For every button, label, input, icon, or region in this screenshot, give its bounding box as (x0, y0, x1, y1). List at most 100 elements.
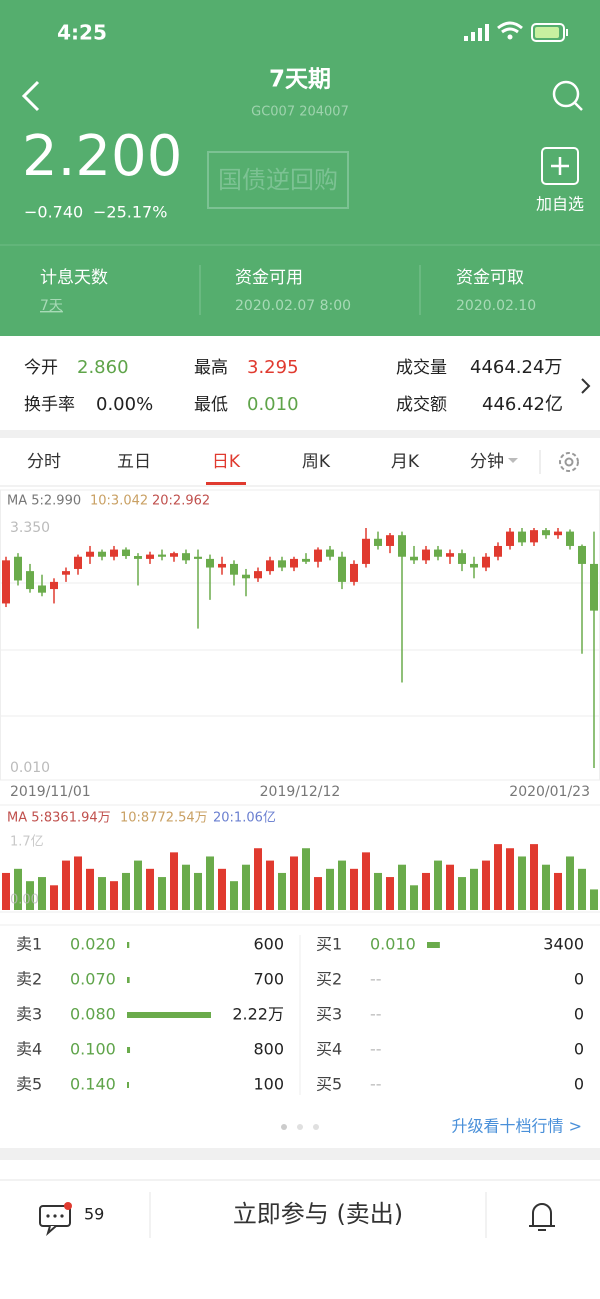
comment-button[interactable] (39, 1202, 72, 1236)
stat-value: 3.295 (247, 357, 299, 378)
stat-label: 最低 (194, 395, 228, 415)
tab[interactable]: 日K (212, 452, 241, 472)
tab[interactable]: 月K (391, 452, 420, 472)
volume-bar (122, 872, 130, 910)
candle-body (554, 531, 562, 536)
volume-bar (470, 868, 478, 910)
settings-button[interactable] (559, 452, 579, 472)
candle-body (146, 554, 154, 559)
candle-body (254, 571, 262, 579)
volume-bar (254, 848, 262, 910)
candle-body (278, 560, 286, 568)
volume-bar (458, 877, 466, 910)
info-value: 7天 (40, 298, 63, 314)
order-name: 买1 (316, 935, 342, 954)
volume-bar (110, 881, 118, 910)
tab[interactable]: 周K (302, 452, 331, 472)
order-bar (127, 942, 130, 948)
stamp-box (207, 151, 349, 209)
volume-bar (350, 868, 358, 910)
header-bg (0, 0, 600, 336)
ma-label: 20:2.962 (152, 494, 210, 509)
alert-button[interactable] (529, 1203, 555, 1231)
gap (0, 430, 600, 438)
volume-bar (302, 848, 310, 910)
volume-bar (26, 881, 34, 910)
more-arrow[interactable] (581, 378, 591, 394)
volume-bar (146, 868, 154, 910)
tab[interactable]: 五日 (117, 452, 151, 472)
candle-body (266, 560, 274, 572)
candle-body (158, 554, 166, 557)
order-bar (427, 942, 440, 948)
candle-body (350, 563, 358, 582)
info-value: 2020.02.10 (456, 298, 536, 314)
candle-body (506, 531, 514, 546)
candle-body (230, 563, 238, 575)
candle-body (410, 556, 418, 561)
volume-bar (374, 872, 382, 910)
order-name: 卖1 (16, 935, 42, 954)
volume-bar (2, 872, 10, 910)
volume-bar (518, 856, 526, 910)
order-price: 0.010 (370, 935, 416, 954)
stat-label: 今开 (24, 358, 58, 378)
volume-bar (494, 844, 502, 910)
date-label: 2019/12/12 (260, 784, 341, 800)
volume-bar (578, 868, 586, 910)
volume-bar (14, 868, 22, 910)
page-dot (313, 1124, 319, 1130)
add-label[interactable]: 加自选 (536, 195, 584, 214)
tab[interactable]: 分时 (27, 452, 61, 472)
candle-body (110, 549, 118, 557)
candle-body (362, 538, 370, 564)
stat-value: 4464.24万 (470, 357, 562, 378)
y-tick-label: 0.00 (10, 893, 39, 908)
candle-body (134, 556, 142, 559)
back-button[interactable] (21, 80, 40, 112)
volume-bar (434, 860, 442, 910)
tab[interactable]: 分钟 (470, 452, 504, 472)
order-price: -- (370, 970, 382, 989)
candle-body (302, 558, 310, 562)
order-price: -- (370, 1040, 382, 1059)
volume-bar (74, 856, 82, 910)
volume-bar (278, 872, 286, 910)
change: −0.740 (24, 203, 83, 222)
y-tick-label: 3.350 (10, 520, 50, 536)
order-name: 买5 (316, 1075, 342, 1094)
order-qty: 0 (574, 1075, 584, 1094)
info-label: 资金可取 (456, 268, 524, 288)
upgrade-link[interactable]: 升级看十档行情 > (452, 1117, 583, 1136)
candle-body (62, 571, 70, 575)
volume-bar (362, 852, 370, 910)
chart-grid (0, 489, 600, 913)
action-button[interactable]: 立即参与 (卖出) (233, 1200, 403, 1228)
order-bar (127, 1082, 129, 1088)
candle-body (434, 549, 442, 557)
candle-body (518, 531, 526, 543)
candle-body (314, 549, 322, 562)
page-dot (297, 1124, 303, 1130)
volume-bar (170, 852, 178, 910)
candle-body (14, 556, 22, 581)
search-button[interactable] (552, 80, 583, 111)
stat-label: 换手率 (24, 395, 75, 415)
volume-bar (554, 872, 562, 910)
order-bar (127, 1012, 211, 1018)
candle-body (50, 581, 58, 590)
volume-bar (482, 860, 490, 910)
order-price: 0.080 (70, 1005, 116, 1024)
add-button[interactable] (541, 147, 579, 185)
volume-bar (326, 868, 334, 910)
candle-body (2, 560, 10, 604)
volume-bar (98, 877, 106, 910)
volume-bar (218, 868, 226, 910)
order-qty: 700 (253, 970, 284, 989)
volume-bar (50, 885, 58, 910)
candle-body (338, 556, 346, 582)
volume-bar (530, 844, 538, 910)
stamp: 国债逆回购 (218, 166, 338, 194)
change-pct: −25.17% (93, 203, 167, 222)
candle-body (386, 535, 394, 546)
